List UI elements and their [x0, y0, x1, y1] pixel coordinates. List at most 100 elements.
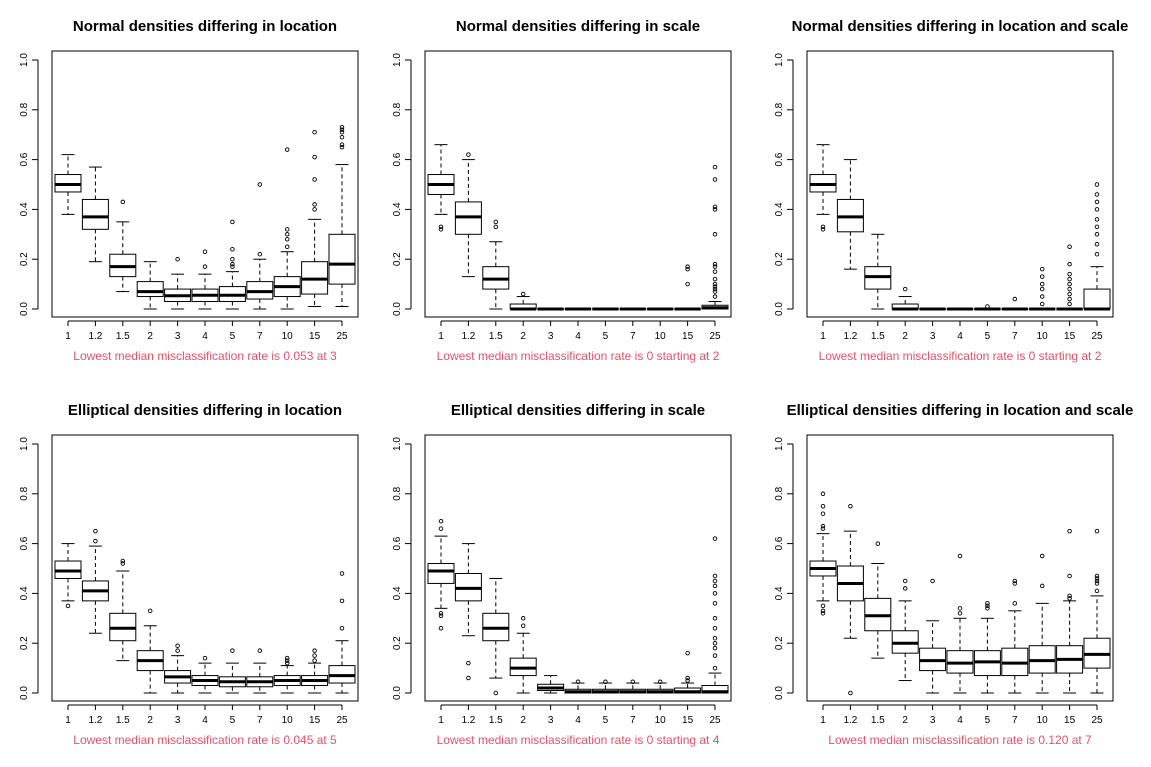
outlier-point	[520, 623, 526, 629]
outlier-point	[312, 154, 317, 160]
x-tick-label: 15	[309, 715, 321, 726]
x-tick-label: 1.2	[88, 331, 102, 342]
outlier-point	[1039, 583, 1045, 589]
outlier-point	[339, 144, 345, 150]
outlier-point	[257, 251, 263, 257]
outlier-point	[712, 626, 718, 631]
x-tick-label: 1.5	[489, 331, 503, 342]
outlier-point	[466, 675, 471, 681]
outlier-point	[312, 658, 317, 663]
outlier-point	[120, 561, 126, 566]
box-7	[1001, 578, 1029, 694]
x-tick-label: 2	[520, 331, 526, 342]
box-10	[1028, 553, 1056, 694]
x-tick-label: 3	[548, 715, 554, 726]
box-5	[973, 304, 1001, 311]
y-tick-label: 0.2	[392, 636, 403, 650]
y-tick-label: 0.2	[19, 636, 30, 650]
outlier-point	[230, 648, 235, 653]
x-tick-label: 1.2	[843, 715, 857, 726]
x-tick-label: 1.5	[489, 715, 503, 726]
outlier-point	[120, 199, 126, 205]
panel-caption: Lowest median misclassification rate is …	[73, 349, 337, 363]
box-1.5	[109, 558, 137, 662]
x-tick-label: 25	[336, 331, 348, 342]
outlier-point	[985, 603, 990, 609]
outlier-point	[1067, 286, 1072, 292]
outlier-point	[685, 678, 690, 683]
box-1	[809, 144, 837, 232]
x-tick-label: 4	[957, 715, 963, 726]
outlier-point	[175, 256, 180, 262]
outlier-point	[712, 207, 718, 212]
box-3	[164, 256, 192, 310]
box-1.2	[836, 159, 864, 270]
y-tick-label: 0.4	[19, 586, 30, 600]
y-tick-label: 1.0	[392, 53, 403, 67]
outlier-point	[1039, 274, 1045, 279]
y-tick-label: 1.0	[774, 53, 785, 67]
outlier-point	[230, 264, 235, 269]
outlier-point	[1094, 182, 1100, 187]
x-tick-label: 10	[1037, 331, 1049, 342]
outlier-point	[339, 142, 345, 147]
box-2	[136, 261, 164, 310]
x-tick-label: 7	[257, 715, 263, 726]
outlier-point	[712, 177, 718, 182]
x-tick-label: 5	[985, 331, 991, 342]
outlier-point	[257, 648, 263, 653]
x-tick-label: 5	[603, 331, 609, 342]
x-tick-label: 4	[202, 715, 208, 726]
y-tick-label: 0.0	[19, 302, 30, 316]
outlier-point	[438, 227, 444, 232]
outlier-point	[820, 491, 826, 497]
plot-frame	[424, 50, 732, 318]
outlier-point	[1094, 224, 1100, 230]
box-25	[701, 164, 729, 310]
outlier-point	[1067, 271, 1072, 277]
outlier-point	[685, 264, 690, 269]
box-3	[537, 675, 565, 694]
x-tick-label: 10	[655, 715, 667, 726]
x-tick-label: 25	[1091, 331, 1103, 342]
x-tick-label: 1.5	[871, 331, 885, 342]
x-tick-label: 1.2	[88, 715, 102, 726]
x-tick-label: 10	[655, 331, 667, 342]
iqr-box	[328, 233, 356, 285]
box-10	[273, 147, 301, 310]
panel-caption: Lowest median misclassification rate is …	[437, 349, 720, 363]
y-tick-label: 0.8	[19, 486, 30, 500]
outlier-point	[1094, 576, 1100, 581]
outlier-point	[712, 276, 718, 282]
y-tick-label: 0.6	[392, 536, 403, 550]
outlier-point	[230, 256, 235, 262]
x-tick-label: 1	[820, 715, 826, 726]
outlier-point	[284, 660, 290, 666]
outlier-point	[1012, 581, 1018, 586]
box-7	[246, 648, 274, 694]
x-tick-label: 3	[930, 715, 936, 726]
box-1	[427, 144, 455, 232]
box-2	[891, 578, 919, 682]
outlier-point	[1094, 528, 1100, 534]
outlier-point	[1094, 232, 1100, 237]
outlier-point	[284, 655, 290, 661]
x-tick-label: 10	[1037, 715, 1049, 726]
iqr-box	[427, 563, 455, 584]
x-tick-label: 25	[709, 331, 721, 342]
outlier-point	[493, 690, 499, 696]
x-tick-label: 4	[957, 331, 963, 342]
outlier-point	[284, 147, 290, 152]
x-tick-label: 7	[257, 331, 263, 342]
outlier-point	[848, 690, 853, 696]
outlier-point	[902, 286, 908, 292]
panel-4: Elliptical densities differing in locati…	[19, 402, 359, 747]
outlier-point	[712, 640, 718, 646]
box-7	[619, 679, 647, 694]
outlier-point	[339, 626, 345, 631]
iqr-box	[136, 281, 164, 298]
outlier-point	[1094, 578, 1100, 584]
box-15	[674, 650, 702, 694]
y-tick-label: 0.2	[774, 636, 785, 650]
